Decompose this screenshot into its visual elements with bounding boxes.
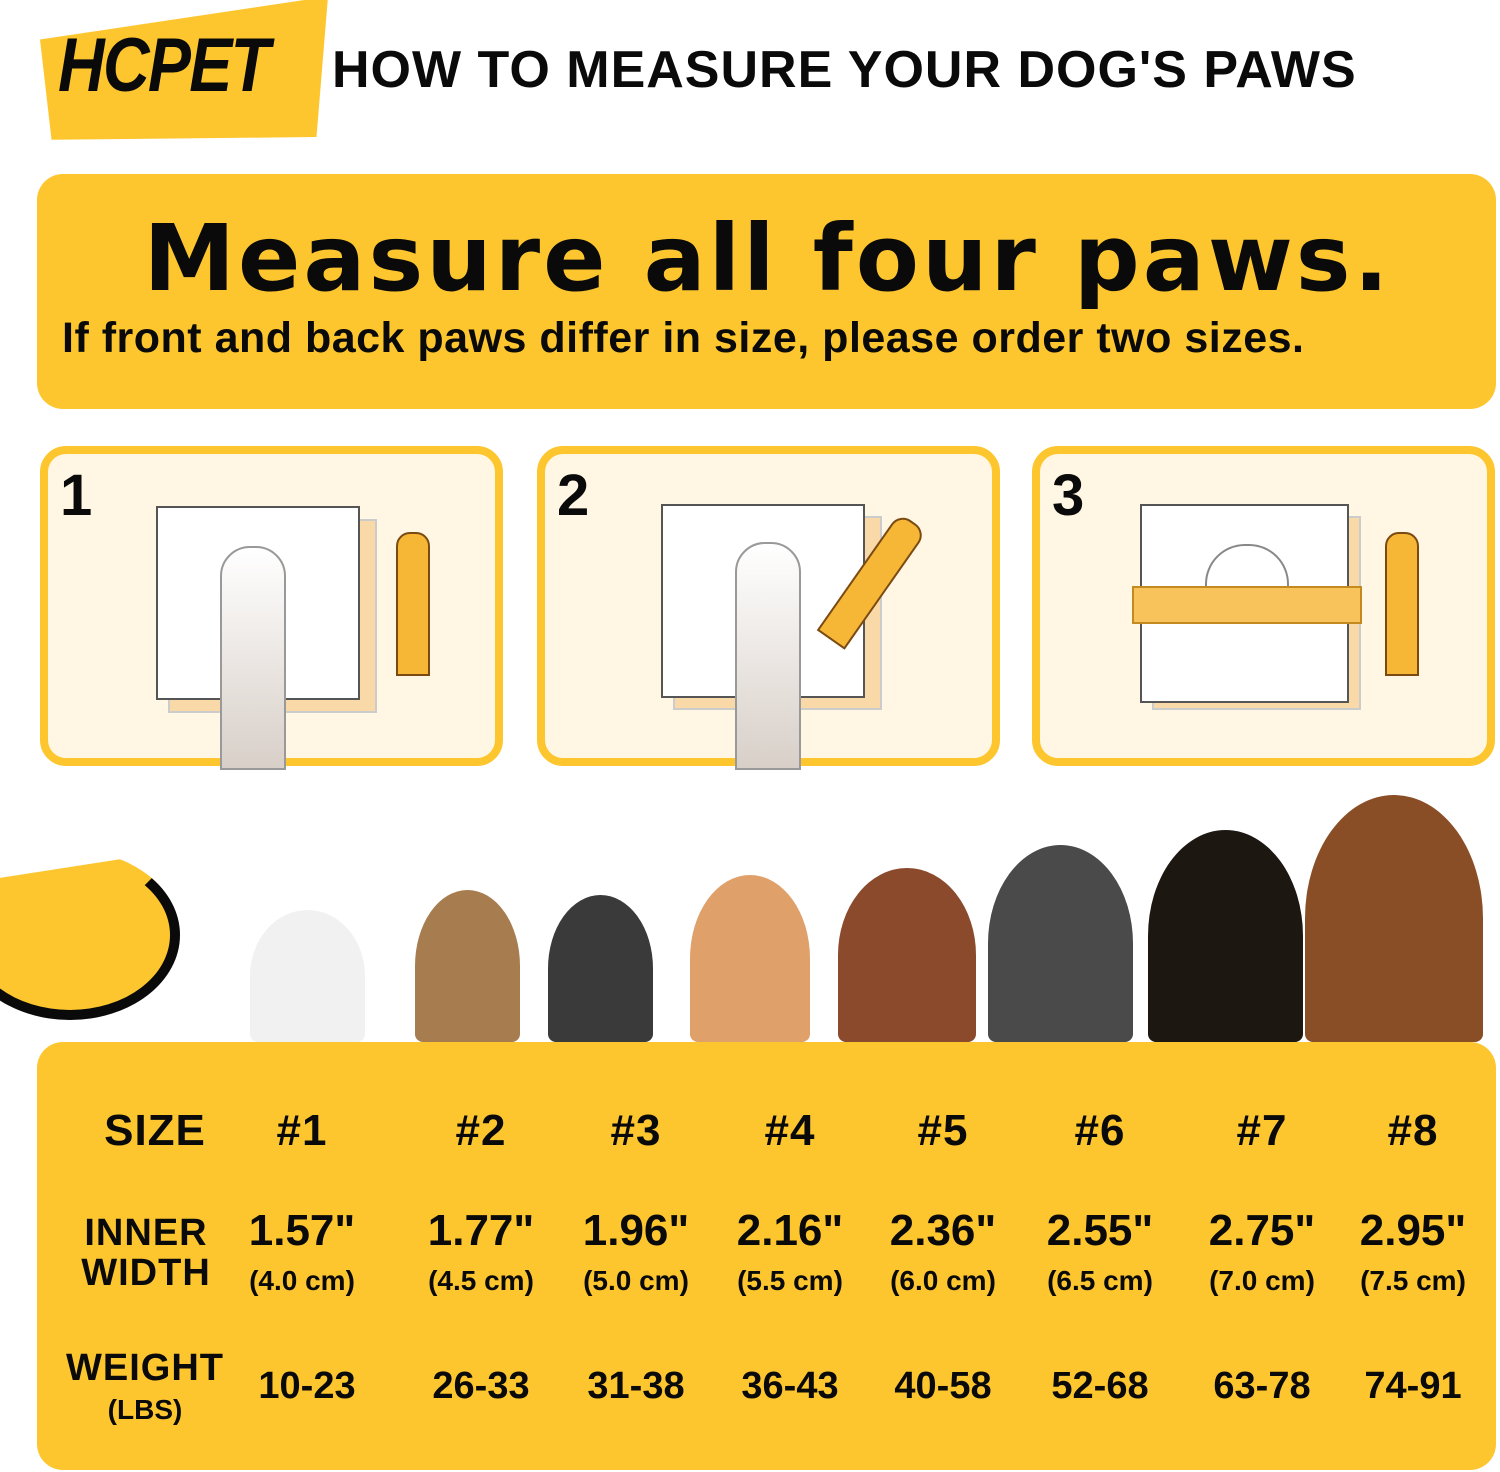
- dog-yorkie-image: [415, 890, 520, 1042]
- size-7-size: #7: [1236, 1106, 1288, 1155]
- size-6-size: #6: [1074, 1106, 1126, 1155]
- banner-subtitle: If front and back paws differ in size, p…: [62, 314, 1305, 362]
- size-1-weight: 10-23: [258, 1365, 356, 1407]
- size-1-cm: (4.0 cm): [249, 1265, 355, 1296]
- step-number: 2: [557, 463, 590, 528]
- paw-icon: [735, 542, 801, 770]
- step-3-panel: 3: [1032, 446, 1495, 766]
- size-6-weight: 52-68: [1051, 1365, 1149, 1407]
- size-6-cm: (6.5 cm): [1047, 1265, 1153, 1296]
- size-2-size: #2: [455, 1106, 507, 1155]
- inner-width-label-line2: WIDTH: [81, 1252, 211, 1294]
- step-number: 3: [1052, 463, 1085, 528]
- inner-width-label-line1: INNER: [84, 1212, 208, 1254]
- size-5-size: #5: [917, 1106, 969, 1155]
- size-4-weight: 36-43: [741, 1365, 839, 1407]
- size-7-inch: 2.75": [1208, 1206, 1316, 1255]
- size-chart: [37, 1042, 1496, 1470]
- weight-unit-label: (LBS): [107, 1394, 183, 1425]
- size-3-cm: (5.0 cm): [583, 1265, 689, 1296]
- step-2-panel: 2: [537, 446, 1000, 770]
- dog-saint-bernard-image: [1305, 795, 1483, 1042]
- logo: HCPET: [58, 23, 270, 108]
- dog-shiba-image: [690, 875, 810, 1042]
- size-1-inch: 1.57": [248, 1206, 356, 1255]
- size-8-inch: 2.95": [1359, 1206, 1467, 1255]
- size-1-size: #1: [276, 1106, 328, 1155]
- paw-icon: [220, 546, 286, 770]
- dog-rottweiler-image: [1148, 830, 1303, 1042]
- dog-schnauzer-image: [548, 895, 653, 1042]
- size-8-cm: (7.5 cm): [1360, 1265, 1466, 1296]
- size-7-cm: (7.0 cm): [1209, 1265, 1315, 1296]
- step-number: 1: [60, 463, 93, 528]
- banner: [37, 174, 1496, 409]
- size-5-inch: 2.36": [889, 1206, 997, 1255]
- ruler-icon: [1132, 586, 1362, 624]
- step-1-panel: 1: [40, 446, 503, 770]
- size-8-weight: 74-91: [1364, 1365, 1462, 1407]
- size-4-size: #4: [764, 1106, 816, 1155]
- size-3-weight: 31-38: [587, 1365, 685, 1407]
- size-2-cm: (4.5 cm): [428, 1265, 534, 1296]
- size-5-weight: 40-58: [894, 1365, 992, 1407]
- page-title: HOW TO MEASURE YOUR DOG'S PAWS: [332, 41, 1357, 99]
- weight-label: WEIGHT: [66, 1347, 224, 1389]
- size-3-inch: 1.96": [582, 1206, 690, 1255]
- size-8-size: #8: [1387, 1106, 1439, 1155]
- banner-title: Measure all four paws.: [143, 205, 1392, 312]
- pencil-icon: [396, 532, 430, 676]
- size-4-cm: (5.5 cm): [737, 1265, 843, 1296]
- dog-aussie-image: [838, 868, 976, 1042]
- size-2-weight: 26-33: [432, 1365, 530, 1407]
- size-6-inch: 2.55": [1046, 1206, 1154, 1255]
- size-label: SIZE: [104, 1106, 206, 1155]
- pencil-icon: [1385, 532, 1419, 676]
- size-3-size: #3: [610, 1106, 662, 1155]
- size-5-cm: (6.0 cm): [890, 1265, 996, 1296]
- size-4-inch: 2.16": [736, 1206, 844, 1255]
- dog-malamute-image: [988, 845, 1133, 1042]
- size-7-weight: 63-78: [1213, 1365, 1311, 1407]
- inner-width-label: INNER WIDTH: [81, 1213, 211, 1293]
- size-2-inch: 1.77": [427, 1206, 535, 1255]
- decorative-swoosh: [0, 850, 180, 1020]
- dog-bichon-image: [250, 910, 365, 1042]
